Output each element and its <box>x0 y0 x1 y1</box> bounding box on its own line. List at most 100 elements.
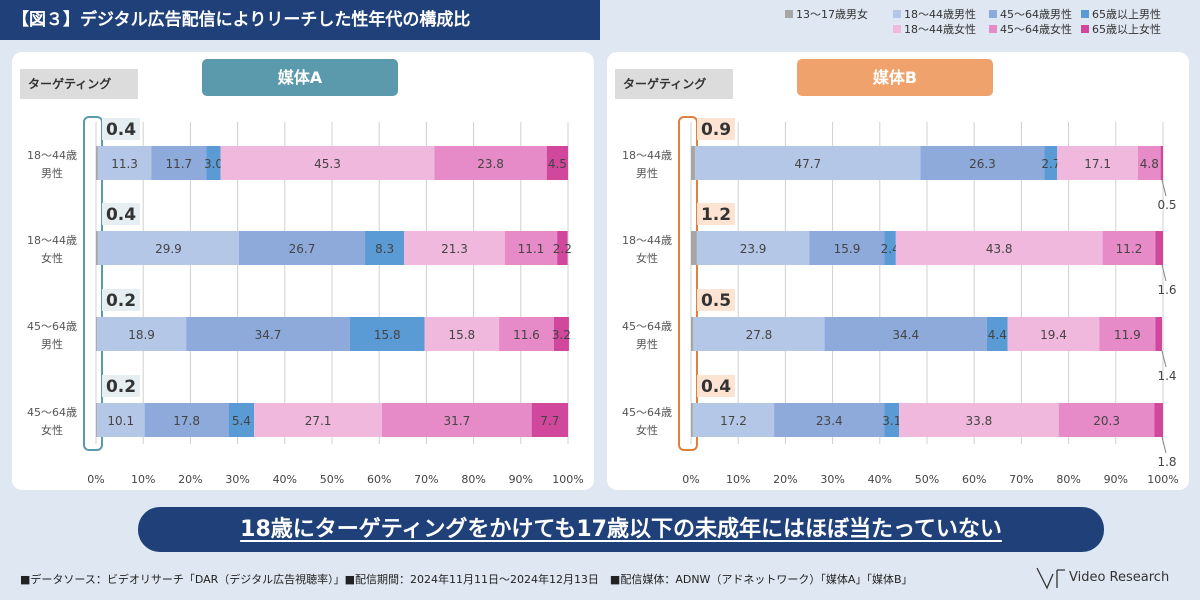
data-label-minor: 0.2 <box>106 377 136 397</box>
bar-segment <box>1102 231 1156 265</box>
legend-label: 65歳以上女性 <box>1092 23 1161 36</box>
legend-swatch <box>989 25 997 33</box>
x-tick-label: 30% <box>225 473 249 486</box>
legend-item: 65歳以上女性 <box>1081 23 1161 37</box>
data-label: 3.0 <box>204 157 223 171</box>
data-label: 0.5 <box>1157 198 1176 212</box>
legend-swatch <box>1081 25 1089 33</box>
bar-segment <box>220 146 435 180</box>
bar-segment <box>1155 317 1163 351</box>
targeting-label: ターゲティング <box>20 69 138 99</box>
data-label: 8.3 <box>375 242 394 256</box>
x-tick-label: 0% <box>682 473 699 486</box>
data-label: 4.5 <box>548 157 567 171</box>
bar-segment <box>1099 317 1156 351</box>
minor-value-box <box>102 375 140 397</box>
bar-segment <box>382 403 532 437</box>
category-label: 男性 <box>41 337 63 351</box>
category-label: 女性 <box>636 423 658 437</box>
x-tick-label: 80% <box>461 473 485 486</box>
data-label: 27.8 <box>746 328 773 342</box>
bar-segment <box>691 317 694 351</box>
bar-segment <box>365 231 405 265</box>
x-tick-label: 40% <box>273 473 297 486</box>
bar-segment <box>254 403 383 437</box>
data-label: 7.7 <box>540 414 559 428</box>
data-label: 1.8 <box>1157 455 1176 469</box>
data-label-minor: 0.5 <box>701 291 731 311</box>
data-label: 18.9 <box>128 328 155 342</box>
bar-segment <box>96 403 97 437</box>
category-label: 18～44歳 <box>622 149 672 162</box>
bar-segment <box>96 231 98 265</box>
category-label: 45～64歳 <box>27 406 77 419</box>
data-label: 5.4 <box>232 414 251 428</box>
category-label: 女性 <box>41 251 63 265</box>
data-label: 11.2 <box>1116 242 1143 256</box>
bar-segment <box>1154 403 1163 437</box>
bar-segment <box>920 146 1045 180</box>
bar-segment <box>691 403 693 437</box>
conclusion-banner: 18歳にターゲティングをかけても17歳以下の未成年にはほぼ当たっていない <box>138 507 1104 552</box>
x-tick-label: 60% <box>962 473 986 486</box>
data-label: 11.9 <box>1114 328 1141 342</box>
data-label: 19.4 <box>1040 328 1067 342</box>
legend-swatch <box>785 10 793 18</box>
data-label: 23.9 <box>740 242 767 256</box>
data-label: 23.4 <box>816 414 843 428</box>
data-label: 1.4 <box>1157 369 1176 383</box>
data-label: 17.2 <box>720 414 747 428</box>
legend-item: 45～64歳男性 <box>989 8 1072 22</box>
bar-segment <box>504 231 558 265</box>
media-b-title: 媒体B <box>797 59 993 96</box>
bar-segment <box>499 317 554 351</box>
data-label-minor: 0.4 <box>106 120 136 140</box>
category-label: 18～44歳 <box>622 234 672 247</box>
bar-segment <box>96 317 187 351</box>
category-label: 45～64歳 <box>622 406 672 419</box>
data-label-minor: 0.2 <box>106 291 136 311</box>
x-tick-label: 90% <box>509 473 533 486</box>
bar-segment <box>96 403 145 437</box>
company-logo: Video Research <box>1035 566 1195 592</box>
x-tick-label: 0% <box>87 473 104 486</box>
data-source-footnote: ■データソース：ビデオリサーチ「DAR（デジタル広告視聴率）」■配信期間：202… <box>20 573 913 586</box>
data-label: 23.8 <box>477 157 504 171</box>
bar-segment <box>553 317 569 351</box>
bar-segment <box>1160 146 1163 180</box>
data-label: 43.8 <box>986 242 1013 256</box>
data-label: 4.4 <box>988 328 1007 342</box>
bar-segment <box>895 231 1103 265</box>
data-label: 3.2 <box>552 328 571 342</box>
data-label: 33.8 <box>966 414 993 428</box>
x-tick-label: 90% <box>1104 473 1128 486</box>
data-label: 2.4 <box>881 242 900 256</box>
label-leader-line <box>1161 264 1167 282</box>
legend-label: 45～64歳女性 <box>1000 23 1072 36</box>
x-tick-label: 100% <box>1147 473 1178 486</box>
bar-segment <box>1007 317 1100 351</box>
data-label-minor: 1.2 <box>701 205 731 225</box>
chart-svg-media-b: 0% 10% 20% 30% 40% 50% 60% 70% 80% 90% 100% 18～44歳男… <box>622 116 1179 486</box>
data-label: 31.7 <box>443 414 470 428</box>
label-leader-line <box>1161 436 1167 454</box>
x-tick-label: 10% <box>726 473 750 486</box>
bar-segment <box>809 231 885 265</box>
minor-value-box <box>697 375 735 397</box>
legend-label: 13～17歳男女 <box>796 8 868 21</box>
data-label: 45.3 <box>314 157 341 171</box>
bar-segment <box>144 403 229 437</box>
category-label: 男性 <box>636 337 658 351</box>
legend-item: 18～44歳女性 <box>893 23 976 37</box>
legend-swatch <box>893 25 901 33</box>
minor-value-box <box>697 118 735 140</box>
bar-segment <box>96 317 97 351</box>
bar-segment <box>692 403 775 437</box>
x-tick-label: 50% <box>320 473 344 486</box>
legend-item: 45～64歳女性 <box>989 23 1072 37</box>
data-label-minor: 0.4 <box>701 377 731 397</box>
legend-item: 65歳以上男性 <box>1081 8 1161 22</box>
data-label: 11.7 <box>165 157 192 171</box>
bar-segment <box>884 403 900 437</box>
data-label: 34.4 <box>892 328 919 342</box>
